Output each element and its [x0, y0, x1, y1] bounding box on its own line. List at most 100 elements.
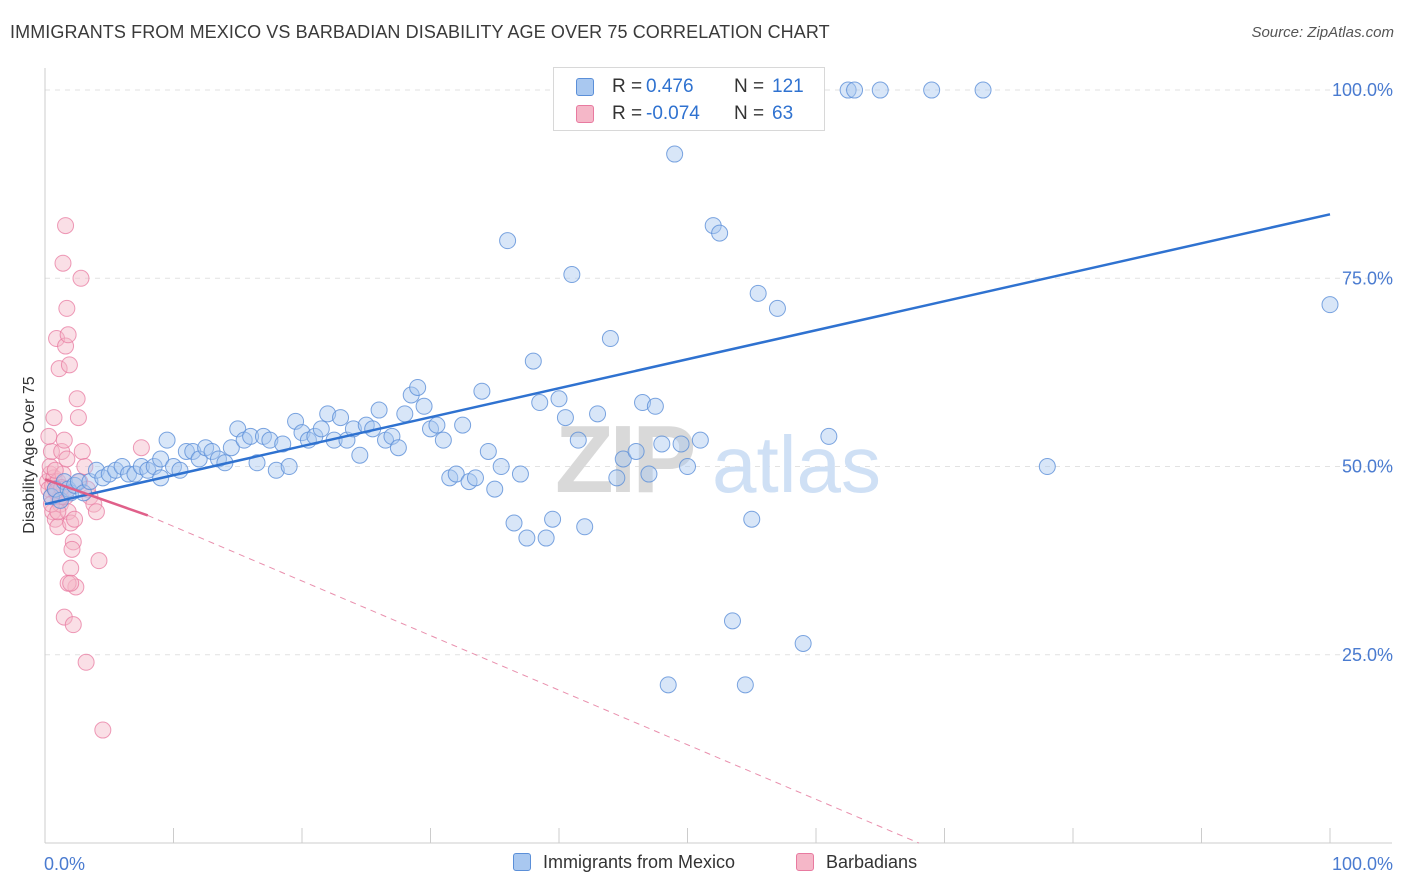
- mexico-point: [1321, 296, 1339, 314]
- mexico-point: [871, 81, 889, 99]
- mexico-point: [672, 435, 690, 453]
- mexico-point: [923, 81, 941, 99]
- y-tick-label: 100.0%: [1332, 80, 1393, 100]
- bottom-legend-swatch-mexico: [513, 853, 531, 871]
- tick-labels: 25.0% 50.0% 75.0% 100.0% 0.0% 100.0%: [44, 80, 1393, 874]
- barbadians-point: [46, 461, 64, 479]
- x-tick-label: 0.0%: [44, 854, 85, 874]
- chart-title: IMMIGRANTS FROM MEXICO VS BARBADIAN DISA…: [10, 22, 830, 42]
- barbadians-point: [49, 518, 67, 536]
- mexico-point: [537, 529, 555, 547]
- barbadians-trend-line-extension: [147, 515, 919, 844]
- barbadians-point: [54, 254, 72, 272]
- legend-r-value-mexico: 0.476: [646, 76, 694, 97]
- barbadians-point: [72, 269, 90, 287]
- mexico-point: [974, 81, 992, 99]
- mexico-point: [563, 266, 581, 284]
- mexico-point: [466, 469, 484, 487]
- grid: [45, 89, 1392, 656]
- barbadians-point: [50, 360, 68, 378]
- mexico-point: [312, 420, 330, 438]
- mexico-point: [723, 612, 741, 630]
- y-tick-label: 25.0%: [1342, 645, 1393, 665]
- legend-r-label: R =: [612, 76, 643, 97]
- mexico-point: [454, 416, 472, 434]
- barbadians-point: [59, 326, 77, 344]
- mexico-point: [280, 458, 298, 476]
- barbadians-point: [62, 559, 80, 577]
- bottom-legend-swatch-barbadians: [796, 853, 814, 871]
- barbadians-point: [49, 503, 67, 521]
- mexico-point: [177, 442, 195, 460]
- mexico-point: [499, 232, 517, 250]
- barbadians-point: [132, 439, 150, 457]
- y-tick-label: 50.0%: [1342, 457, 1393, 477]
- legend-r-value-barbadians: -0.074: [646, 103, 700, 124]
- mexico-point: [550, 390, 568, 408]
- legend-n-label: N =: [734, 103, 765, 124]
- mexico-point: [511, 465, 529, 483]
- barbadians-point: [69, 409, 87, 427]
- mexico-points: [42, 81, 1339, 694]
- legend-n-value-barbadians: 63: [772, 103, 794, 124]
- mexico-point: [653, 435, 671, 453]
- mexico-point: [634, 394, 652, 412]
- mexico-point: [614, 450, 632, 468]
- mexico-point: [69, 473, 87, 491]
- mexico-point: [691, 431, 709, 449]
- mexico-point: [589, 405, 607, 423]
- mexico-point: [666, 145, 684, 163]
- mexico-point: [428, 416, 446, 434]
- mexico-point: [152, 450, 170, 468]
- barbadians-point: [68, 390, 86, 408]
- mexico-point: [569, 431, 587, 449]
- mexico-point: [1038, 458, 1056, 476]
- barbadians-point: [45, 409, 63, 427]
- mexico-point: [370, 401, 388, 419]
- barbadians-point: [60, 356, 78, 374]
- barbadians-point: [94, 721, 112, 739]
- barbadians-point: [40, 427, 58, 445]
- barbadians-point: [87, 503, 105, 521]
- barbadians-point: [73, 442, 91, 460]
- legend-n-label: N =: [734, 76, 765, 97]
- watermark: ZIP atlas: [555, 406, 881, 513]
- mexico-point: [319, 405, 337, 423]
- bottom-legend-label-mexico: Immigrants from Mexico: [543, 852, 736, 872]
- mexico-point: [794, 634, 812, 652]
- mexico-point: [492, 458, 510, 476]
- mexico-point: [627, 442, 645, 460]
- mexico-point: [768, 299, 786, 317]
- source-label: Source: ZipAtlas.com: [1251, 24, 1394, 41]
- y-tick-label: 75.0%: [1342, 268, 1393, 288]
- watermark-atlas: atlas: [712, 420, 881, 509]
- mexico-point: [120, 465, 138, 483]
- mexico-point: [556, 409, 574, 427]
- mexico-point: [659, 676, 677, 694]
- mexico-point: [222, 439, 240, 457]
- bottom-legend-label-barbadians: Barbadians: [826, 852, 918, 872]
- mexico-point: [524, 352, 542, 370]
- mexico-point: [608, 469, 626, 487]
- mexico-point: [274, 435, 292, 453]
- mexico-point: [248, 454, 266, 472]
- mexico-point: [846, 81, 864, 99]
- legend-swatch-barbadians: [576, 105, 594, 123]
- mexico-point: [749, 284, 767, 302]
- mexico-point: [267, 461, 285, 479]
- mexico-point: [743, 510, 761, 528]
- mexico-point: [679, 458, 696, 476]
- mexico-point: [839, 81, 857, 99]
- mexico-point: [351, 446, 369, 464]
- mexico-point: [531, 394, 549, 412]
- mexico-point: [473, 382, 491, 400]
- mexico-point: [479, 442, 497, 460]
- mexico-point: [332, 409, 350, 427]
- mexico-point: [261, 431, 279, 449]
- barbadians-point: [90, 552, 108, 570]
- mexico-point: [158, 431, 176, 449]
- legend-r-label: R =: [612, 103, 643, 124]
- barbadians-point: [66, 510, 84, 528]
- legend-n-value-mexico: 121: [772, 76, 804, 97]
